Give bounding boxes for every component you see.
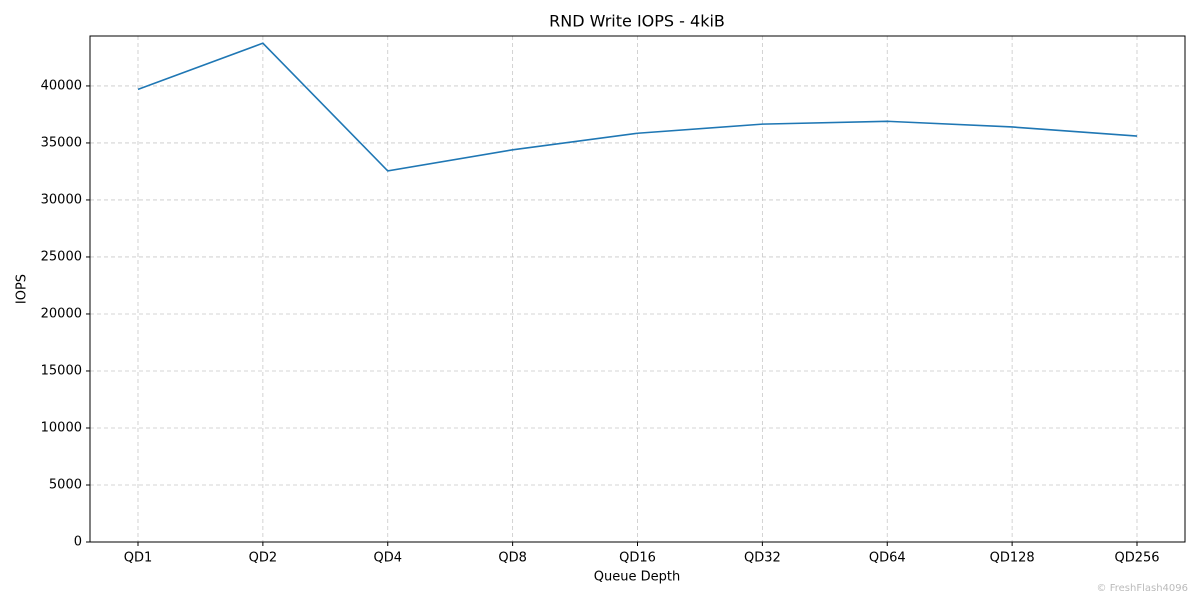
y-tick-label: 20000: [41, 306, 82, 321]
chart-title: RND Write IOPS - 4kiB: [549, 12, 725, 31]
x-tick-label: QD8: [498, 551, 527, 566]
x-tick-label: QD16: [619, 551, 656, 566]
x-tick-label: QD32: [744, 551, 781, 566]
y-tick-label: 25000: [41, 249, 82, 264]
x-tick-label: QD1: [124, 551, 153, 566]
y-tick-label: 5000: [49, 477, 82, 492]
x-tick-label: QD4: [373, 551, 402, 566]
y-axis-label: IOPS: [15, 274, 30, 304]
y-tick-label: 30000: [41, 192, 82, 207]
x-tick-label: QD2: [249, 551, 278, 566]
x-tick-label: QD256: [1114, 551, 1159, 566]
watermark: © FreshFlash4096: [1097, 583, 1188, 594]
y-tick-label: 10000: [41, 420, 82, 435]
plot-frame: [89, 35, 1186, 543]
y-tick-label: 40000: [41, 78, 82, 93]
x-tick-label: QD64: [869, 551, 906, 566]
x-axis-label: Queue Depth: [594, 570, 680, 585]
x-tick-label: QD128: [990, 551, 1035, 566]
y-tick-label: 35000: [41, 135, 82, 150]
y-tick-label: 15000: [41, 363, 82, 378]
line-series: [137, 42, 1138, 172]
y-tick-label: 0: [74, 535, 82, 550]
